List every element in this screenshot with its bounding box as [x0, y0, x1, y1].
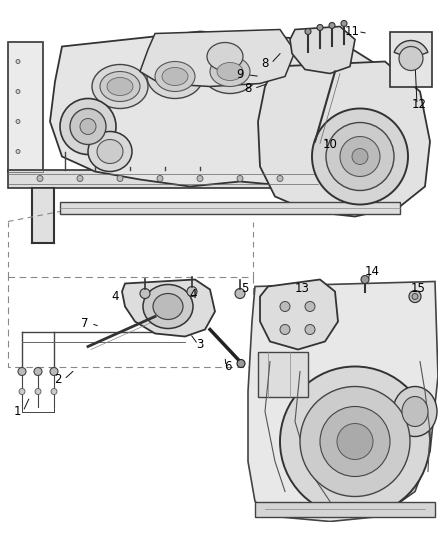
Text: 11: 11: [345, 25, 360, 38]
Ellipse shape: [280, 325, 290, 335]
Text: 13: 13: [295, 282, 309, 295]
Ellipse shape: [88, 132, 132, 172]
Ellipse shape: [147, 54, 203, 99]
Text: 10: 10: [322, 138, 337, 151]
Polygon shape: [248, 281, 438, 521]
Ellipse shape: [92, 64, 148, 109]
Ellipse shape: [217, 62, 243, 80]
Text: 6: 6: [224, 360, 232, 373]
Ellipse shape: [50, 367, 58, 376]
Text: 4: 4: [111, 290, 119, 303]
Ellipse shape: [329, 22, 335, 28]
Ellipse shape: [320, 407, 390, 477]
Ellipse shape: [317, 25, 323, 30]
Text: 3: 3: [196, 338, 204, 351]
Polygon shape: [50, 31, 395, 187]
Ellipse shape: [280, 302, 290, 311]
Wedge shape: [394, 41, 428, 55]
Ellipse shape: [16, 90, 20, 93]
Ellipse shape: [80, 118, 96, 134]
Ellipse shape: [16, 149, 20, 154]
Text: 15: 15: [410, 282, 425, 295]
Ellipse shape: [162, 68, 188, 85]
Ellipse shape: [340, 136, 380, 176]
Text: 5: 5: [241, 282, 249, 295]
Ellipse shape: [337, 424, 373, 459]
Ellipse shape: [60, 99, 116, 155]
Ellipse shape: [16, 119, 20, 124]
Bar: [8, 42, 43, 172]
Ellipse shape: [326, 123, 394, 190]
Ellipse shape: [16, 60, 20, 63]
Ellipse shape: [361, 276, 369, 284]
Ellipse shape: [117, 175, 123, 182]
Ellipse shape: [402, 397, 428, 426]
Ellipse shape: [35, 389, 41, 394]
Ellipse shape: [237, 175, 243, 182]
Ellipse shape: [305, 28, 311, 35]
Ellipse shape: [107, 77, 133, 95]
Text: 8: 8: [261, 57, 268, 70]
Bar: [8, 42, 43, 172]
Bar: [258, 351, 308, 397]
Bar: [390, 31, 432, 86]
Ellipse shape: [187, 287, 197, 296]
Bar: [60, 201, 400, 214]
Ellipse shape: [210, 56, 250, 86]
Ellipse shape: [153, 294, 183, 319]
Ellipse shape: [300, 386, 410, 497]
Text: 9: 9: [236, 68, 244, 81]
Ellipse shape: [305, 325, 315, 335]
Ellipse shape: [19, 389, 25, 394]
Text: 7: 7: [81, 317, 89, 330]
Ellipse shape: [97, 140, 123, 164]
Text: 8: 8: [244, 82, 252, 95]
Ellipse shape: [51, 389, 57, 394]
Ellipse shape: [341, 20, 347, 27]
Ellipse shape: [197, 175, 203, 182]
Text: 2: 2: [54, 373, 62, 386]
Ellipse shape: [207, 43, 243, 70]
Text: 4: 4: [189, 288, 197, 301]
Bar: [255, 502, 435, 516]
Ellipse shape: [143, 285, 193, 328]
Ellipse shape: [157, 175, 163, 182]
Ellipse shape: [312, 109, 408, 205]
Ellipse shape: [280, 367, 430, 516]
Ellipse shape: [352, 149, 368, 165]
Bar: [8, 169, 318, 188]
Polygon shape: [258, 61, 430, 216]
Ellipse shape: [277, 175, 283, 182]
Ellipse shape: [77, 175, 83, 182]
Polygon shape: [260, 279, 338, 350]
Ellipse shape: [305, 302, 315, 311]
Bar: [32, 188, 54, 243]
Ellipse shape: [202, 50, 258, 93]
Bar: [8, 277, 253, 367]
Ellipse shape: [399, 46, 423, 70]
Ellipse shape: [412, 294, 418, 300]
Ellipse shape: [235, 288, 245, 298]
Ellipse shape: [70, 109, 106, 144]
Text: 1: 1: [13, 405, 21, 418]
Polygon shape: [140, 29, 295, 86]
Polygon shape: [290, 27, 355, 74]
Ellipse shape: [409, 290, 421, 303]
Ellipse shape: [18, 367, 26, 376]
Ellipse shape: [237, 359, 245, 367]
Ellipse shape: [37, 175, 43, 182]
Ellipse shape: [34, 367, 42, 376]
Text: 12: 12: [411, 98, 427, 111]
Ellipse shape: [100, 71, 140, 101]
Ellipse shape: [393, 386, 437, 437]
Ellipse shape: [140, 288, 150, 298]
Polygon shape: [122, 279, 215, 336]
Text: 14: 14: [364, 265, 379, 278]
Ellipse shape: [155, 61, 195, 92]
